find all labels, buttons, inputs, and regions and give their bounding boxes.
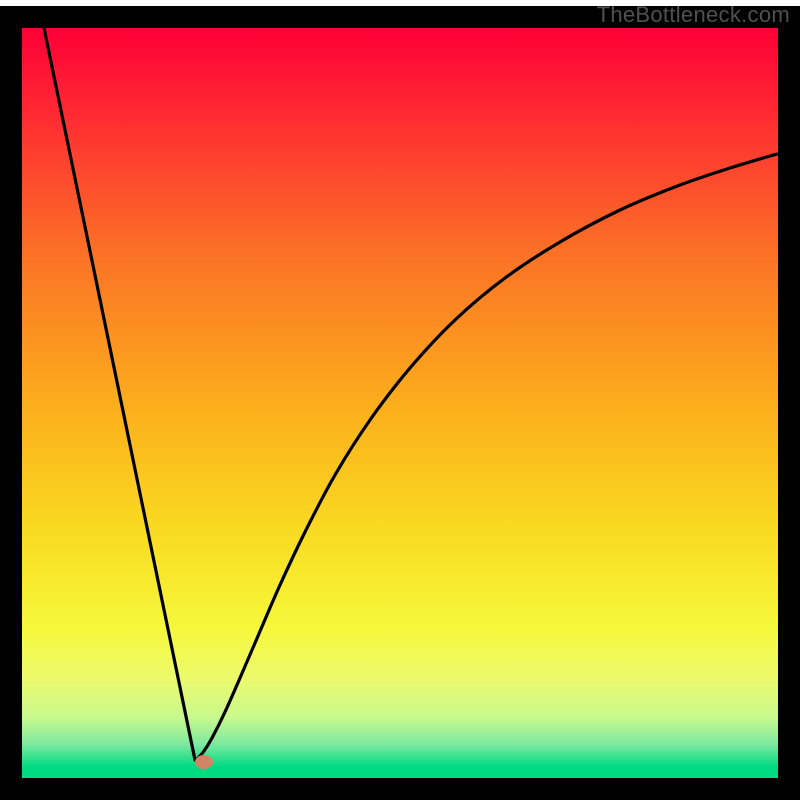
chart-container: TheBottleneck.com: [0, 0, 800, 800]
bottleneck-chart: [0, 0, 800, 800]
gradient-background: [22, 28, 778, 778]
optimal-point-marker: [195, 755, 213, 769]
watermark-text: TheBottleneck.com: [597, 2, 790, 28]
